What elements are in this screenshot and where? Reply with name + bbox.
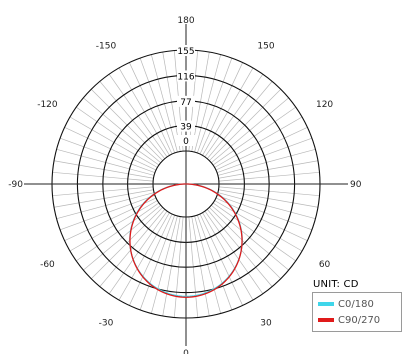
radial-label-0: 0 [183,137,189,147]
angle-label-60: 60 [319,260,331,270]
angle-label-180: 180 [177,16,194,26]
curve-c90-270 [129,183,243,298]
legend-label-c0-180: C0/180 [338,298,374,310]
angle-label-30: 30 [260,319,272,329]
radial-labels: 0 39 77 116 155 [177,45,195,147]
angle-label--120: -120 [37,100,58,110]
radial-label-bg [177,120,195,132]
radial-label-116: 116 [177,72,194,82]
legend-entry-c90-270: C90/270 [318,312,397,328]
angle-label--150: -150 [96,41,117,51]
legend-box: C0/180 C90/270 [312,292,402,332]
angle-labels: 180 150 120 90 60 30 0 -30 -60 -90 -120 -150 [8,16,361,354]
radial-label-bg [177,135,195,146]
distribution-curves [129,183,243,298]
angle-label-150: 150 [257,41,274,51]
angle-label--60: -60 [40,260,55,270]
radial-label-39: 39 [180,123,192,133]
unit-label: UNIT: CD [313,279,359,290]
angle-label--30: -30 [99,319,114,329]
legend-swatch-c90-270 [318,318,334,322]
radial-label-bg [177,95,195,107]
radial-label-bg [177,45,195,56]
radial-label-155: 155 [177,47,194,57]
angle-label-120: 120 [316,100,333,110]
legend-label-c90-270: C90/270 [338,314,381,326]
angle-label-90: 90 [350,180,362,190]
legend: UNIT: CD C0/180 C90/270 [312,279,402,332]
legend-entry-c0-180: C0/180 [318,296,397,312]
angle-label--90: -90 [8,180,23,190]
radial-label-bg [177,70,195,82]
radial-label-77: 77 [180,98,191,108]
legend-swatch-c0-180 [318,302,334,306]
angle-label-0: 0 [183,349,189,354]
